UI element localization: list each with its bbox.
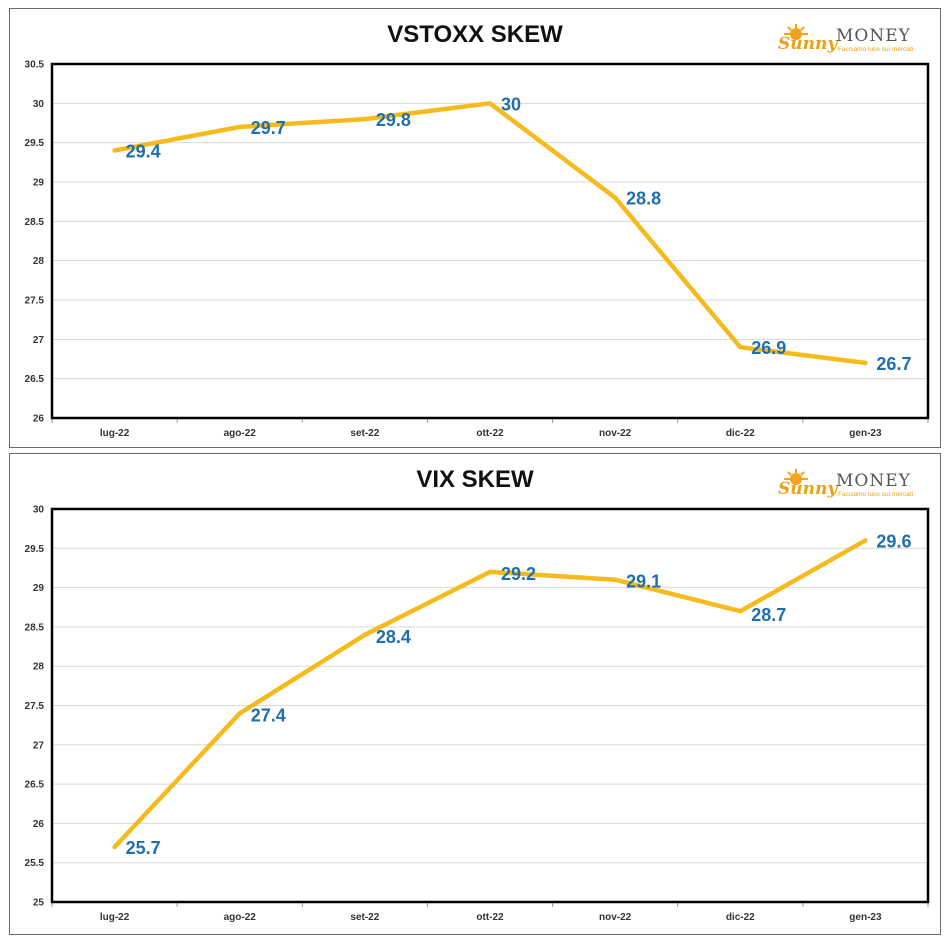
chart-title: VSTOXX SKEW xyxy=(387,21,563,48)
y-tick-label: 25 xyxy=(33,898,45,909)
x-tick-label: ott-22 xyxy=(476,428,504,439)
logo-script: Sunny xyxy=(778,479,838,499)
data-label: 29.2 xyxy=(501,564,536,584)
x-tick-label: lug-22 xyxy=(100,428,130,439)
y-tick-label: 30.5 xyxy=(25,60,45,71)
y-tick-label: 29.5 xyxy=(25,138,45,149)
data-label: 27.4 xyxy=(251,705,286,725)
logo-tagline: Facciamo luce sui mercati xyxy=(838,46,913,53)
y-tick-label: 30 xyxy=(33,505,45,516)
y-tick-label: 29.5 xyxy=(25,544,45,555)
data-label: 28.4 xyxy=(376,627,411,647)
sun-icon xyxy=(784,469,808,485)
x-tick-label: ago-22 xyxy=(224,428,257,439)
data-label: 29.8 xyxy=(376,110,411,130)
data-label: 25.7 xyxy=(126,838,161,858)
data-label: 28.8 xyxy=(626,189,661,209)
y-tick-label: 25.5 xyxy=(25,858,45,869)
data-point xyxy=(613,195,618,200)
sunny-money-logo: Sunny MONEY Facciamo luce sui mercati xyxy=(778,24,913,54)
logo-word: MONEY xyxy=(836,471,911,491)
x-tick-label: set-22 xyxy=(350,912,379,923)
vstoxx-skew-chart-panel: VSTOXX SKEW Sunny MONEY Facciamo luce su… xyxy=(9,8,941,448)
y-tick-label: 29 xyxy=(33,583,45,594)
x-tick-label: ago-22 xyxy=(224,912,257,923)
y-tick-label: 29 xyxy=(33,178,45,189)
data-point xyxy=(112,844,117,849)
data-point xyxy=(237,711,242,716)
plot-area-border xyxy=(50,507,930,904)
x-tick-label: dic-22 xyxy=(726,428,755,439)
data-point xyxy=(488,101,492,106)
chart-title: VIX SKEW xyxy=(416,466,534,493)
series-line xyxy=(112,538,868,850)
y-tick-label: 27.5 xyxy=(25,701,45,712)
vix-skew-chart-panel: VIX SKEW Sunny MONEY Facciamo luce sui m… xyxy=(9,453,941,935)
plot-area-border xyxy=(50,62,930,420)
data-point xyxy=(863,538,868,543)
data-point xyxy=(863,360,868,365)
y-tick-label: 28 xyxy=(33,256,45,267)
data-point xyxy=(362,117,367,122)
data-label: 30 xyxy=(501,94,521,114)
data-label: 26.7 xyxy=(876,354,911,374)
y-tick-label: 30 xyxy=(33,99,45,110)
data-point xyxy=(488,569,492,574)
y-tick-label: 26 xyxy=(33,819,45,830)
data-point xyxy=(613,577,618,582)
y-tick-label: 26.5 xyxy=(25,780,45,791)
data-label: 29.7 xyxy=(251,118,286,138)
y-tick-label: 28.5 xyxy=(25,217,45,228)
x-tick-label: ott-22 xyxy=(476,912,504,923)
x-tick-label: dic-22 xyxy=(726,912,755,923)
data-point xyxy=(112,148,117,153)
x-tick-label: gen-23 xyxy=(849,428,882,439)
x-tick-label: gen-23 xyxy=(849,912,882,923)
vstoxx-skew-plot: 26 26.5 27 27.5 28 28.5 29 29.5 30 30.5 lug-22 ago-… xyxy=(25,60,930,439)
data-point xyxy=(738,609,743,614)
y-tick-label: 26.5 xyxy=(25,374,45,385)
data-label: 28.7 xyxy=(751,605,786,625)
data-label: 29.1 xyxy=(626,572,661,592)
y-tick-label: 27.5 xyxy=(25,296,45,307)
y-tick-label: 27 xyxy=(33,740,45,751)
data-label: 29.4 xyxy=(126,142,161,162)
sunny-money-logo: Sunny MONEY Facciamo luce sui mercati xyxy=(778,469,913,499)
vix-skew-plot: 25 25.5 26 26.5 27 27.5 28 28.5 29 29.5 30 lug-22 ag… xyxy=(25,505,930,923)
data-label: 29.6 xyxy=(876,531,911,551)
logo-word: MONEY xyxy=(836,26,911,46)
data-point xyxy=(738,345,743,350)
logo-tagline: Facciamo luce sui mercati xyxy=(838,491,913,498)
logo-script: Sunny xyxy=(778,34,838,54)
y-tick-label: 26 xyxy=(33,414,45,425)
x-tick-label: nov-22 xyxy=(599,912,632,923)
x-tick-label: lug-22 xyxy=(100,912,130,923)
data-point xyxy=(237,124,242,129)
y-tick-label: 27 xyxy=(33,335,45,346)
x-tick-label: nov-22 xyxy=(599,428,632,439)
data-point xyxy=(362,632,367,637)
data-label: 26.9 xyxy=(751,338,786,358)
y-tick-label: 28 xyxy=(33,662,45,673)
y-tick-label: 28.5 xyxy=(25,622,45,633)
sun-icon xyxy=(784,24,808,40)
x-tick-label: set-22 xyxy=(350,428,379,439)
